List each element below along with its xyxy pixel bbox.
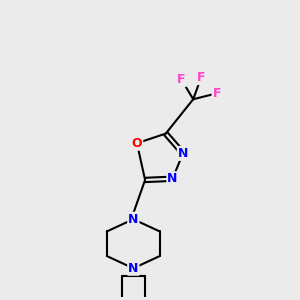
Text: F: F	[177, 73, 186, 86]
Text: N: N	[128, 262, 139, 275]
Text: N: N	[178, 147, 188, 160]
Text: F: F	[212, 87, 221, 100]
Text: N: N	[128, 213, 139, 226]
Text: N: N	[167, 172, 178, 185]
Text: O: O	[132, 137, 142, 150]
Text: F: F	[197, 71, 205, 84]
